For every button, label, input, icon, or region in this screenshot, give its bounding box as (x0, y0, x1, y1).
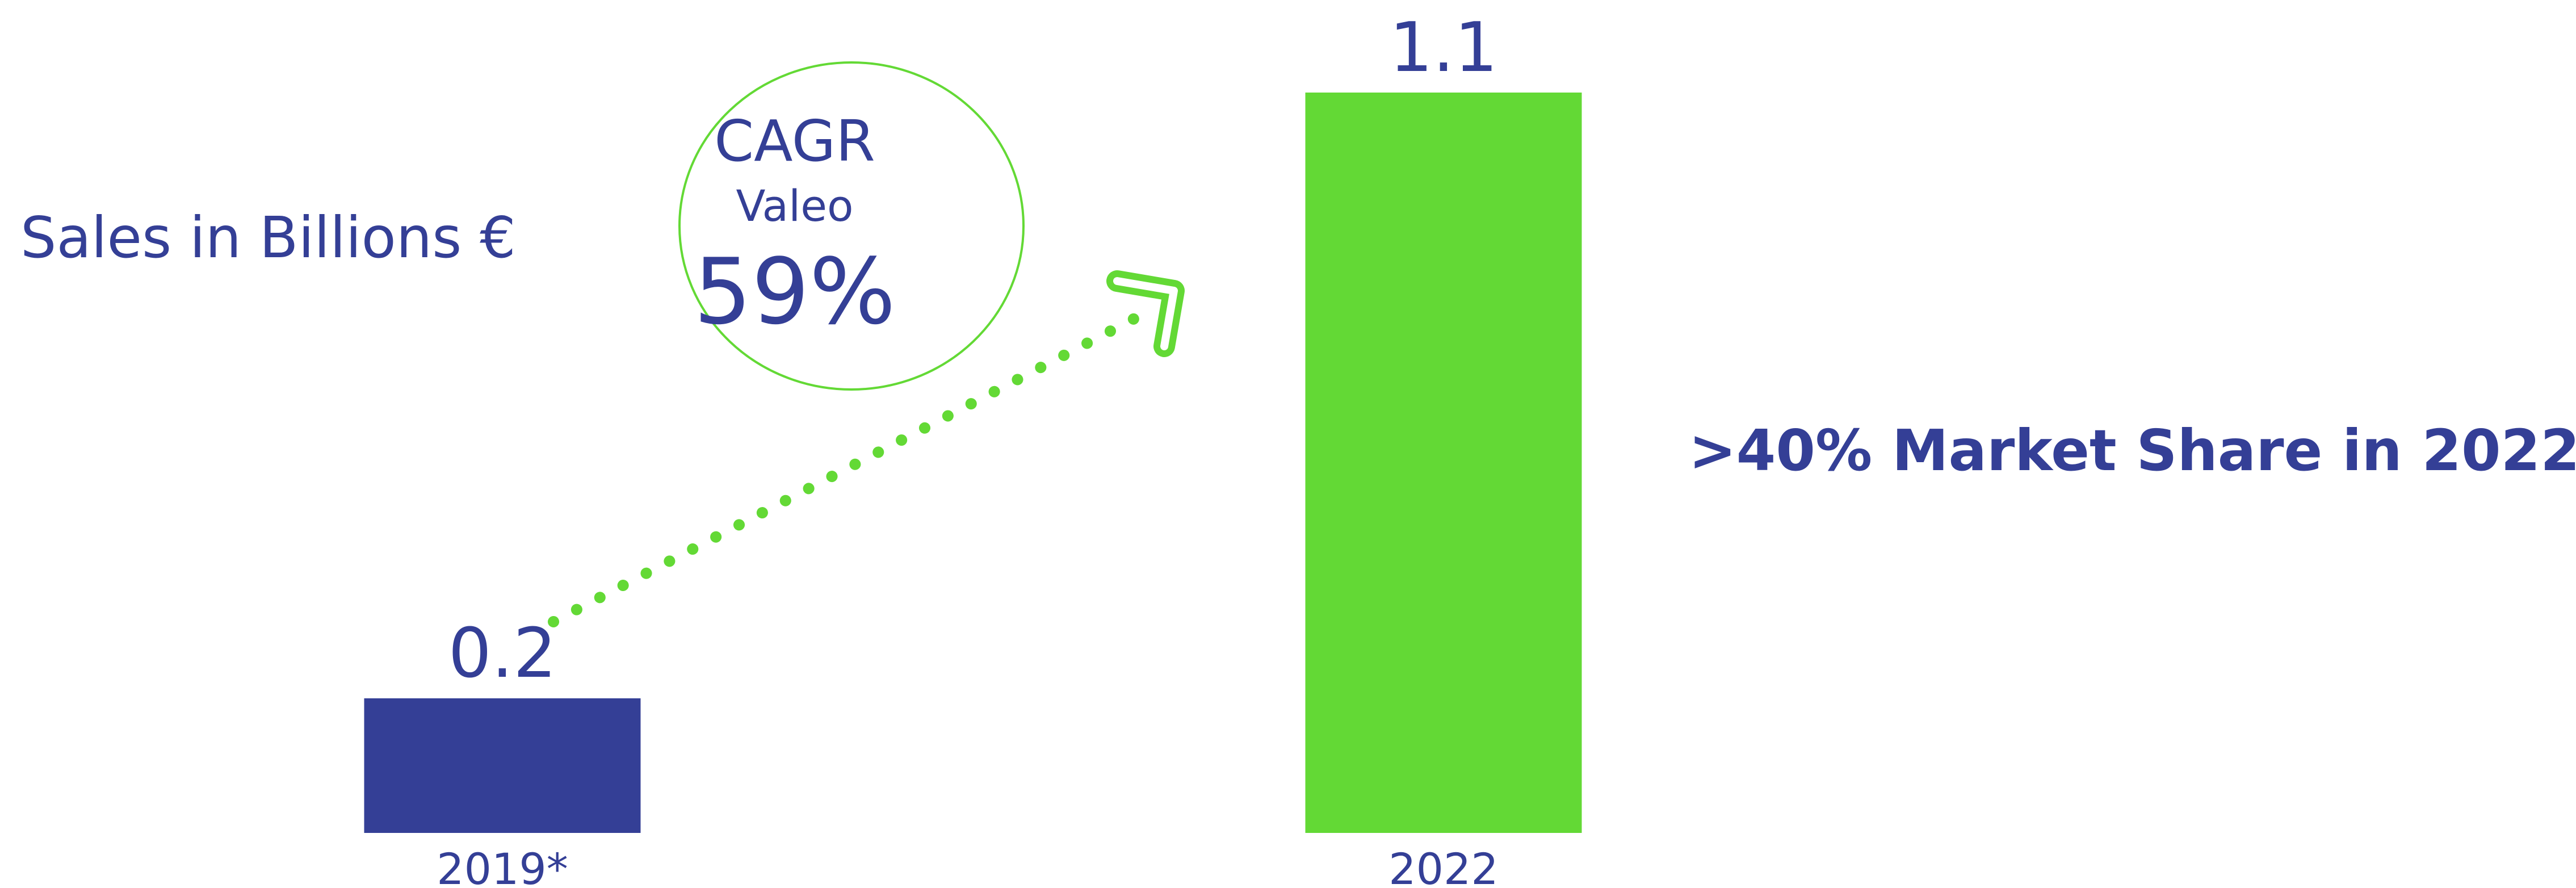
bar-0 (364, 698, 641, 833)
market-share-callout: >40% Market Share in 2022 (1689, 417, 2576, 484)
cagr-value: 59% (694, 238, 896, 345)
y-axis-label: Sales in Billions € (20, 204, 516, 271)
data-label-0: 0.2 (448, 614, 557, 693)
cagr-title: CAGR (714, 108, 875, 174)
growth-arrow-dotted-line (548, 309, 1147, 627)
labels-layer: 0.2 2019* 1.1 2022 (437, 9, 1498, 888)
cagr-subtitle: Valeo (736, 181, 854, 231)
bars-layer (364, 93, 1582, 833)
data-label-1: 1.1 (1390, 9, 1498, 87)
cagr-circle (678, 61, 1025, 391)
bar-1 (1305, 93, 1582, 833)
category-label-0: 2019* (437, 844, 568, 888)
category-label-1: 2022 (1388, 844, 1498, 888)
growth-arrowhead-inner (1113, 277, 1178, 350)
